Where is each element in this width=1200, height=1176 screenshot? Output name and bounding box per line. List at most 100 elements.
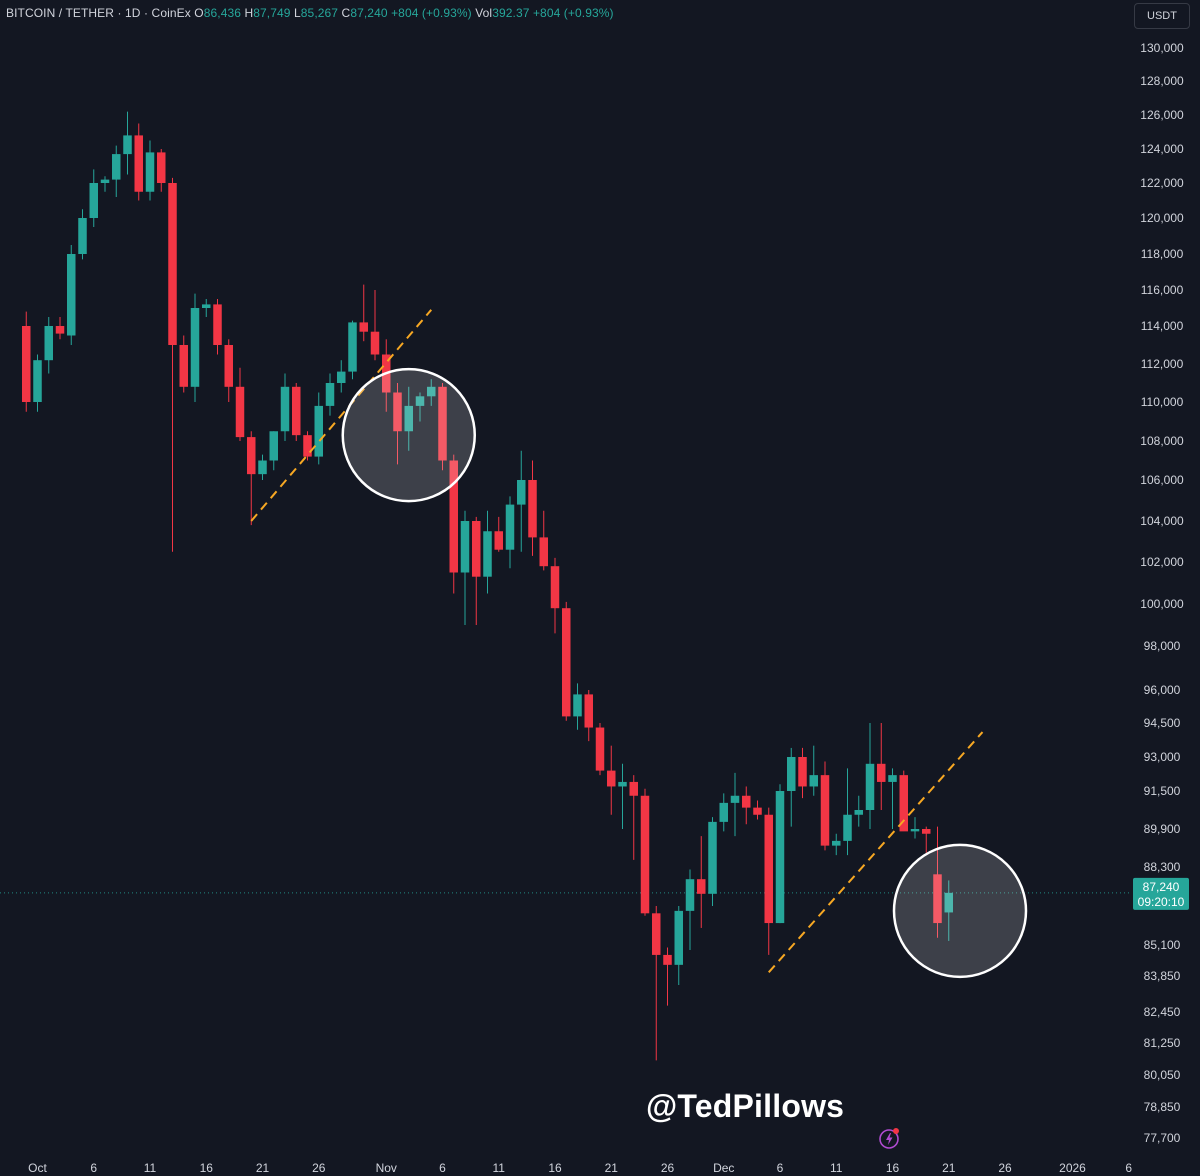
candle-body[interactable] [22,326,31,402]
candle-body[interactable] [427,386,436,397]
candle-body[interactable] [224,345,234,387]
candle-body[interactable] [550,566,560,609]
candle-body[interactable] [190,308,200,387]
candle-body[interactable] [449,460,459,573]
candle-body[interactable] [708,821,717,894]
candle-body[interactable] [100,179,110,183]
candle-body[interactable] [460,521,470,573]
candle-body[interactable] [539,537,549,567]
candle-body[interactable] [472,521,481,577]
candle-body[interactable] [325,383,335,406]
candle-body[interactable] [607,770,616,787]
candle-body[interactable] [370,331,380,355]
candle-body[interactable] [415,396,425,406]
candle-body[interactable] [899,775,909,832]
interval-label[interactable]: 1D [125,6,141,20]
candle-body[interactable] [303,435,312,457]
vol-change-value: +804 (+0.93%) [532,6,614,20]
candle-body[interactable] [910,829,920,832]
candle-body[interactable] [573,694,582,717]
candle-body[interactable] [494,531,504,550]
candle-body[interactable] [505,504,515,550]
open-label: O [194,6,204,20]
symbol-name[interactable]: BITCOIN / TETHER [6,6,115,20]
x-axis-tick-label: 16 [200,1161,214,1175]
highlight-circle[interactable] [341,367,476,503]
candle-body[interactable] [348,322,357,372]
candle-body[interactable] [438,386,447,461]
candle-body[interactable] [685,879,695,911]
candle-body[interactable] [247,437,256,475]
candle-body[interactable] [652,913,661,955]
candle-body[interactable] [235,386,245,438]
candle-body[interactable] [843,814,852,841]
candle-body[interactable] [798,757,807,787]
x-axis-tick-label: 21 [256,1161,270,1175]
candle-body[interactable] [730,795,740,803]
candle-body[interactable] [404,405,414,432]
candle-body[interactable] [764,814,774,924]
candle-body[interactable] [89,183,99,218]
trendline[interactable] [768,731,984,973]
trendline[interactable] [250,309,433,522]
candle-body[interactable] [629,781,639,796]
candle-body[interactable] [123,135,132,155]
candle-body[interactable] [697,879,706,894]
candle-body[interactable] [78,218,87,254]
y-axis-tick-label: 81,250 [1144,1036,1181,1050]
candle-body[interactable] [865,763,875,810]
candle-body[interactable] [168,183,177,345]
candle-body[interactable] [145,152,155,192]
candle-body[interactable] [854,810,864,815]
candle-body[interactable] [944,892,954,913]
candle-body[interactable] [292,386,301,436]
candle-body[interactable] [359,322,369,332]
candle-body[interactable] [562,608,571,717]
y-axis-tick-label: 96,000 [1144,683,1181,697]
candle-body[interactable] [663,954,672,965]
candle-body[interactable] [157,152,166,183]
candle-body[interactable] [179,345,189,387]
candle-body[interactable] [314,405,324,457]
candle-body[interactable] [483,531,492,577]
candle-body[interactable] [595,727,605,771]
candle-body[interactable] [787,757,796,791]
candle-body[interactable] [719,802,729,822]
candle-body[interactable] [213,304,222,345]
candle-body[interactable] [393,392,402,432]
candle-body[interactable] [809,775,819,787]
candle-body[interactable] [933,874,942,924]
candle-body[interactable] [269,431,279,461]
candle-body[interactable] [584,694,594,728]
candle-body[interactable] [202,304,211,308]
candle-body[interactable] [820,775,830,846]
candle-body[interactable] [67,254,76,336]
lightning-icon[interactable] [878,1126,902,1150]
candle-body[interactable] [753,807,762,815]
candle-body[interactable] [528,480,537,538]
candle-body[interactable] [618,781,627,787]
candle-body[interactable] [517,480,526,505]
candle-body[interactable] [742,795,751,808]
currency-button[interactable]: USDT [1134,3,1190,29]
candle-body[interactable] [134,135,144,192]
candle-body[interactable] [674,910,684,965]
candle-body[interactable] [922,829,931,834]
x-axis-tick-label: 6 [1125,1161,1132,1175]
candle-body[interactable] [33,360,42,402]
candle-body[interactable] [44,326,54,361]
candle-body[interactable] [877,763,886,782]
candle-body[interactable] [112,154,121,180]
candle-body[interactable] [55,326,65,334]
candle-body[interactable] [280,386,290,432]
candle-body[interactable] [337,371,346,383]
candle-body[interactable] [640,795,650,914]
y-axis-tick-label: 126,000 [1140,108,1184,122]
candle-body[interactable] [832,840,841,846]
candle-body[interactable] [775,791,785,924]
candle-body[interactable] [888,775,897,782]
highlight-circle[interactable] [892,843,1028,979]
countdown-label: 09:20:10 [1138,895,1185,909]
candle-body[interactable] [258,460,267,475]
